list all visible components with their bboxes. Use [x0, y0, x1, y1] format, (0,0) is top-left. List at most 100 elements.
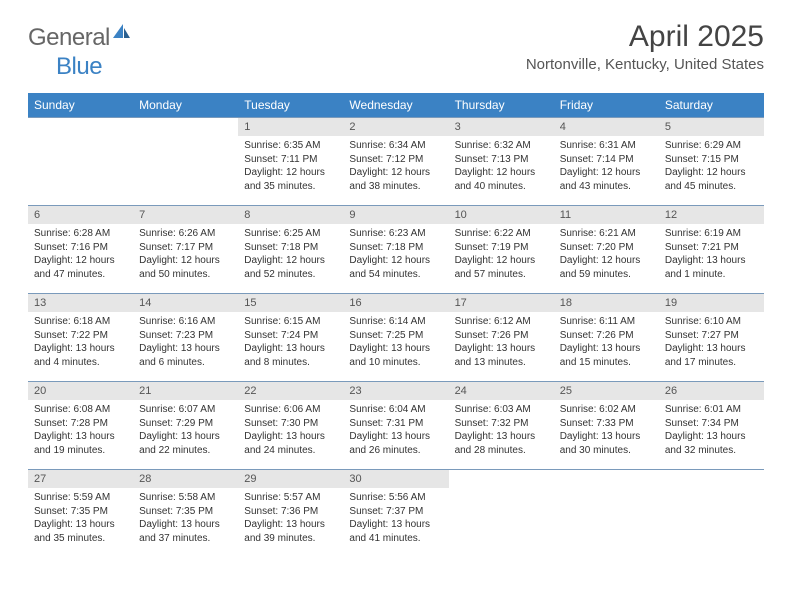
calendar-cell	[554, 470, 659, 558]
calendar-cell: 3Sunrise: 6:32 AMSunset: 7:13 PMDaylight…	[449, 118, 554, 206]
day-content: Sunrise: 6:22 AMSunset: 7:19 PMDaylight:…	[449, 224, 554, 285]
calendar-cell: 16Sunrise: 6:14 AMSunset: 7:25 PMDayligh…	[343, 294, 448, 382]
calendar-cell: 30Sunrise: 5:56 AMSunset: 7:37 PMDayligh…	[343, 470, 448, 558]
calendar-cell: 24Sunrise: 6:03 AMSunset: 7:32 PMDayligh…	[449, 382, 554, 470]
day-content: Sunrise: 6:31 AMSunset: 7:14 PMDaylight:…	[554, 136, 659, 197]
calendar-cell: 19Sunrise: 6:10 AMSunset: 7:27 PMDayligh…	[659, 294, 764, 382]
day-content: Sunrise: 6:11 AMSunset: 7:26 PMDaylight:…	[554, 312, 659, 373]
calendar-cell: 27Sunrise: 5:59 AMSunset: 7:35 PMDayligh…	[28, 470, 133, 558]
day-header: Saturday	[659, 93, 764, 118]
calendar-cell: 25Sunrise: 6:02 AMSunset: 7:33 PMDayligh…	[554, 382, 659, 470]
day-number: 15	[238, 294, 343, 312]
sail-icon	[112, 23, 132, 46]
day-header: Tuesday	[238, 93, 343, 118]
day-number: 11	[554, 206, 659, 224]
day-content: Sunrise: 6:25 AMSunset: 7:18 PMDaylight:…	[238, 224, 343, 285]
day-number: 30	[343, 470, 448, 488]
calendar-cell: 11Sunrise: 6:21 AMSunset: 7:20 PMDayligh…	[554, 206, 659, 294]
calendar-cell: 29Sunrise: 5:57 AMSunset: 7:36 PMDayligh…	[238, 470, 343, 558]
day-header: Thursday	[449, 93, 554, 118]
calendar-cell: 1Sunrise: 6:35 AMSunset: 7:11 PMDaylight…	[238, 118, 343, 206]
day-number: 14	[133, 294, 238, 312]
calendar-cell: 23Sunrise: 6:04 AMSunset: 7:31 PMDayligh…	[343, 382, 448, 470]
day-number: 12	[659, 206, 764, 224]
day-content: Sunrise: 6:29 AMSunset: 7:15 PMDaylight:…	[659, 136, 764, 197]
day-number: 17	[449, 294, 554, 312]
calendar-cell: 17Sunrise: 6:12 AMSunset: 7:26 PMDayligh…	[449, 294, 554, 382]
day-number: 9	[343, 206, 448, 224]
day-content: Sunrise: 6:08 AMSunset: 7:28 PMDaylight:…	[28, 400, 133, 461]
day-content: Sunrise: 6:14 AMSunset: 7:25 PMDaylight:…	[343, 312, 448, 373]
calendar-cell: 6Sunrise: 6:28 AMSunset: 7:16 PMDaylight…	[28, 206, 133, 294]
day-number: 28	[133, 470, 238, 488]
calendar-cell: 21Sunrise: 6:07 AMSunset: 7:29 PMDayligh…	[133, 382, 238, 470]
calendar-cell: 15Sunrise: 6:15 AMSunset: 7:24 PMDayligh…	[238, 294, 343, 382]
calendar-cell: 18Sunrise: 6:11 AMSunset: 7:26 PMDayligh…	[554, 294, 659, 382]
day-number: 5	[659, 118, 764, 136]
day-content: Sunrise: 6:15 AMSunset: 7:24 PMDaylight:…	[238, 312, 343, 373]
day-number: 8	[238, 206, 343, 224]
logo-text-general: General	[28, 24, 110, 52]
day-content: Sunrise: 5:59 AMSunset: 7:35 PMDaylight:…	[28, 488, 133, 549]
day-content: Sunrise: 6:16 AMSunset: 7:23 PMDaylight:…	[133, 312, 238, 373]
day-content: Sunrise: 6:07 AMSunset: 7:29 PMDaylight:…	[133, 400, 238, 461]
day-number: 27	[28, 470, 133, 488]
day-number: 23	[343, 382, 448, 400]
day-content: Sunrise: 6:03 AMSunset: 7:32 PMDaylight:…	[449, 400, 554, 461]
day-number: 24	[449, 382, 554, 400]
calendar-cell: 14Sunrise: 6:16 AMSunset: 7:23 PMDayligh…	[133, 294, 238, 382]
day-content: Sunrise: 6:02 AMSunset: 7:33 PMDaylight:…	[554, 400, 659, 461]
day-number: 13	[28, 294, 133, 312]
calendar-cell: 28Sunrise: 5:58 AMSunset: 7:35 PMDayligh…	[133, 470, 238, 558]
calendar-week-row: 27Sunrise: 5:59 AMSunset: 7:35 PMDayligh…	[28, 470, 764, 558]
logo-text-blue: Blue	[56, 53, 102, 80]
day-content: Sunrise: 6:01 AMSunset: 7:34 PMDaylight:…	[659, 400, 764, 461]
day-content: Sunrise: 6:19 AMSunset: 7:21 PMDaylight:…	[659, 224, 764, 285]
calendar-cell: 26Sunrise: 6:01 AMSunset: 7:34 PMDayligh…	[659, 382, 764, 470]
day-content: Sunrise: 6:06 AMSunset: 7:30 PMDaylight:…	[238, 400, 343, 461]
calendar-cell: 13Sunrise: 6:18 AMSunset: 7:22 PMDayligh…	[28, 294, 133, 382]
day-content: Sunrise: 6:35 AMSunset: 7:11 PMDaylight:…	[238, 136, 343, 197]
day-number: 6	[28, 206, 133, 224]
day-content: Sunrise: 6:32 AMSunset: 7:13 PMDaylight:…	[449, 136, 554, 197]
calendar-cell	[449, 470, 554, 558]
day-content: Sunrise: 6:21 AMSunset: 7:20 PMDaylight:…	[554, 224, 659, 285]
day-header: Sunday	[28, 93, 133, 118]
calendar-week-row: 6Sunrise: 6:28 AMSunset: 7:16 PMDaylight…	[28, 206, 764, 294]
day-number: 20	[28, 382, 133, 400]
day-content: Sunrise: 6:12 AMSunset: 7:26 PMDaylight:…	[449, 312, 554, 373]
calendar-cell	[28, 118, 133, 206]
day-number: 2	[343, 118, 448, 136]
calendar-cell: 12Sunrise: 6:19 AMSunset: 7:21 PMDayligh…	[659, 206, 764, 294]
calendar-cell: 20Sunrise: 6:08 AMSunset: 7:28 PMDayligh…	[28, 382, 133, 470]
day-content: Sunrise: 6:18 AMSunset: 7:22 PMDaylight:…	[28, 312, 133, 373]
day-number: 25	[554, 382, 659, 400]
day-number: 7	[133, 206, 238, 224]
day-number: 19	[659, 294, 764, 312]
calendar-cell: 5Sunrise: 6:29 AMSunset: 7:15 PMDaylight…	[659, 118, 764, 206]
calendar-cell: 9Sunrise: 6:23 AMSunset: 7:18 PMDaylight…	[343, 206, 448, 294]
calendar-table: SundayMondayTuesdayWednesdayThursdayFrid…	[28, 93, 764, 558]
calendar-week-row: 13Sunrise: 6:18 AMSunset: 7:22 PMDayligh…	[28, 294, 764, 382]
day-content: Sunrise: 5:56 AMSunset: 7:37 PMDaylight:…	[343, 488, 448, 549]
day-number: 3	[449, 118, 554, 136]
logo: General	[28, 24, 132, 52]
day-number: 4	[554, 118, 659, 136]
calendar-cell: 7Sunrise: 6:26 AMSunset: 7:17 PMDaylight…	[133, 206, 238, 294]
day-number: 22	[238, 382, 343, 400]
day-content: Sunrise: 6:04 AMSunset: 7:31 PMDaylight:…	[343, 400, 448, 461]
day-number: 10	[449, 206, 554, 224]
day-content: Sunrise: 5:57 AMSunset: 7:36 PMDaylight:…	[238, 488, 343, 549]
day-number: 18	[554, 294, 659, 312]
calendar-header-row: SundayMondayTuesdayWednesdayThursdayFrid…	[28, 93, 764, 118]
day-header: Friday	[554, 93, 659, 118]
day-header: Monday	[133, 93, 238, 118]
day-number: 21	[133, 382, 238, 400]
day-number: 1	[238, 118, 343, 136]
calendar-cell: 22Sunrise: 6:06 AMSunset: 7:30 PMDayligh…	[238, 382, 343, 470]
day-number: 16	[343, 294, 448, 312]
calendar-cell: 4Sunrise: 6:31 AMSunset: 7:14 PMDaylight…	[554, 118, 659, 206]
month-title: April 2025	[526, 20, 764, 54]
calendar-body: 1Sunrise: 6:35 AMSunset: 7:11 PMDaylight…	[28, 118, 764, 558]
day-content: Sunrise: 6:10 AMSunset: 7:27 PMDaylight:…	[659, 312, 764, 373]
